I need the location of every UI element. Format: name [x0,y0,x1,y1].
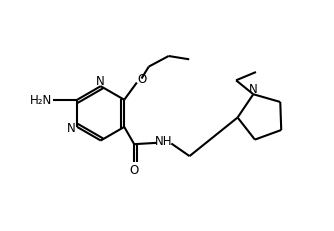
Text: NH: NH [155,134,173,147]
Text: O: O [130,163,139,176]
Text: N: N [67,122,75,134]
Text: N: N [249,83,258,96]
Text: N: N [96,75,105,88]
Text: O: O [138,73,147,86]
Text: H₂N: H₂N [30,94,52,107]
